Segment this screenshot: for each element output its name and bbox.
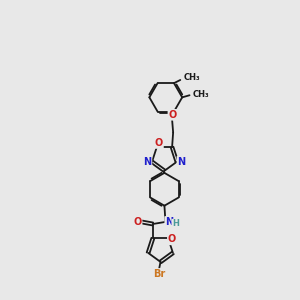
Text: N: N xyxy=(165,217,173,227)
Text: N: N xyxy=(143,157,152,167)
Text: O: O xyxy=(155,138,163,148)
Text: Br: Br xyxy=(153,269,165,279)
Text: O: O xyxy=(134,217,142,227)
Text: O: O xyxy=(168,234,176,244)
Text: CH₃: CH₃ xyxy=(183,74,200,82)
Text: O: O xyxy=(168,110,177,120)
Text: N: N xyxy=(177,157,185,167)
Text: H: H xyxy=(172,220,179,229)
Text: CH₃: CH₃ xyxy=(193,90,209,99)
